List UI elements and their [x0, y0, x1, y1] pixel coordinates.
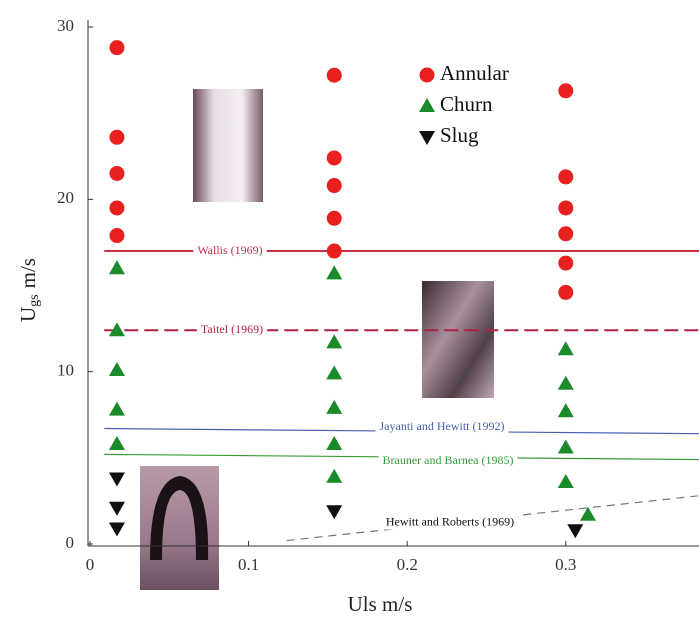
data-point — [326, 178, 342, 194]
x-tick-label: 0 — [86, 555, 95, 574]
data-point — [326, 365, 343, 380]
data-point — [108, 260, 125, 275]
data-point — [326, 436, 343, 451]
data-point — [326, 243, 342, 259]
data-point — [326, 505, 343, 520]
data-point — [558, 200, 574, 216]
data-point — [109, 40, 125, 56]
label-bg — [375, 418, 509, 435]
photo-churn — [422, 281, 494, 398]
data-point — [326, 210, 342, 226]
y-tick-label: 30 — [57, 16, 74, 35]
boundary-label: Taitel (1969) — [201, 322, 263, 336]
x-tick-label: 0.2 — [397, 555, 418, 574]
data-point — [558, 169, 574, 185]
data-point — [108, 361, 125, 376]
legend-label: Slug — [440, 123, 479, 147]
data-point — [557, 439, 574, 454]
y-tick-label: 10 — [57, 361, 74, 380]
data-point — [108, 322, 125, 337]
y-tick-label: 0 — [66, 533, 75, 552]
data-point — [108, 522, 125, 537]
label-bg — [381, 513, 519, 530]
y-label-sub: gs — [27, 294, 42, 306]
photo-slug-bubble — [150, 476, 209, 560]
legend-label: Annular — [440, 61, 509, 85]
data-point — [109, 165, 125, 181]
legend-marker — [419, 98, 435, 112]
data-point — [108, 472, 125, 487]
data-point — [108, 501, 125, 516]
data-point — [557, 341, 574, 356]
data-point — [326, 334, 343, 349]
data-point — [558, 83, 574, 99]
photo-annular — [193, 89, 263, 202]
data-point — [326, 67, 342, 83]
y-label-base: U — [16, 307, 40, 322]
data-point — [558, 284, 574, 300]
x-tick-label: 0.1 — [238, 555, 259, 574]
legend-marker — [419, 67, 435, 83]
data-point — [109, 200, 125, 216]
y-label-unit: m/s — [16, 258, 40, 288]
label-bg — [378, 452, 518, 469]
legend-marker — [419, 131, 435, 145]
data-point — [558, 226, 574, 242]
data-point — [109, 129, 125, 145]
legend: Annular Churn Slug — [419, 61, 509, 147]
boundary-label: Hewitt and Roberts (1969) — [386, 515, 514, 529]
boundary-label: Wallis (1969) — [197, 243, 262, 257]
boundary-label: Brauner and Barnea (1985) — [383, 453, 514, 467]
data-point — [557, 375, 574, 390]
data-point — [326, 468, 343, 483]
data-point — [557, 403, 574, 418]
data-point — [109, 228, 125, 244]
series — [109, 40, 574, 300]
y-tick-label: 20 — [57, 188, 74, 207]
boundary-label: Jayanti and Hewitt (1992) — [380, 419, 505, 433]
data-point — [558, 255, 574, 271]
data-point — [326, 399, 343, 414]
legend-label: Churn — [440, 92, 493, 116]
label-bg — [193, 241, 267, 258]
label-bg — [196, 321, 268, 338]
series — [108, 472, 584, 539]
y-axis-label: Ugs m/s — [16, 258, 42, 322]
data-point — [326, 265, 343, 280]
data-point — [326, 150, 342, 166]
data-point — [579, 506, 596, 521]
data-point — [557, 473, 574, 488]
x-tick-label: 0.3 — [555, 555, 576, 574]
data-point — [567, 524, 584, 539]
photos — [140, 89, 494, 590]
series — [108, 260, 596, 521]
x-axis-label: Uls m/s — [348, 592, 413, 616]
data-point — [108, 436, 125, 451]
data-point — [108, 401, 125, 416]
